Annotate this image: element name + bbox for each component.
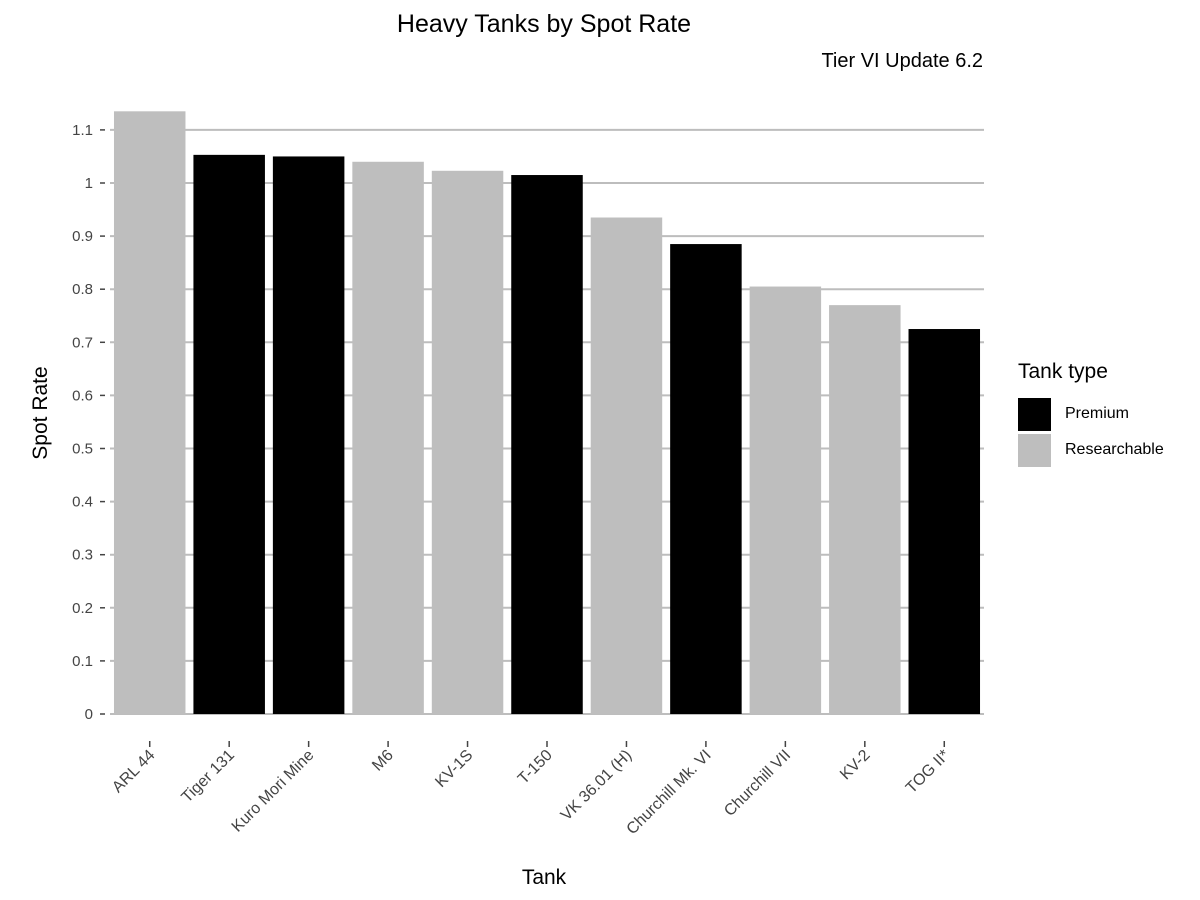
x-tick-label: Kuro Mori Mine: [229, 747, 318, 836]
y-tick-label: 0.5: [72, 441, 93, 458]
bar: [113, 111, 186, 714]
x-tick-label: Tiger 131: [179, 747, 238, 806]
bar: [193, 154, 265, 714]
x-tick-label: T-150: [515, 747, 556, 788]
y-tick-label: 0: [85, 706, 93, 723]
y-tick-label: 0.8: [72, 281, 93, 298]
bars: [113, 111, 981, 715]
bar: [511, 175, 583, 714]
x-tick-label: M6: [369, 747, 397, 775]
bar: [749, 286, 822, 714]
legend-item-premium: Premium: [1018, 396, 1164, 432]
y-tick-label: 0.4: [72, 494, 93, 511]
legend-label-premium: Premium: [1065, 405, 1130, 422]
chart-subtitle: Tier VI Update 6.2: [821, 50, 983, 72]
legend-title: Tank type: [1018, 360, 1108, 383]
legend-key-researchable: [1018, 433, 1051, 467]
y-tick-label: 0.3: [72, 547, 93, 564]
y-tick-label: 0.9: [72, 228, 93, 245]
bar: [590, 217, 663, 714]
x-tick-label: TOG II*: [903, 747, 953, 797]
bar: [670, 244, 742, 714]
y-tick-label: 0.6: [72, 387, 93, 404]
chart-title: Heavy Tanks by Spot Rate: [397, 10, 691, 38]
legend-item-researchable: Researchable: [1018, 432, 1164, 468]
x-tick-label: Churchill Mk. VI: [623, 747, 714, 838]
x-tick-label: Churchill VII: [721, 747, 794, 820]
y-tick-label: 0.2: [72, 600, 93, 617]
y-tick-label: 0.1: [72, 653, 93, 670]
y-tick-label: 0.7: [72, 334, 93, 351]
bar: [352, 161, 424, 714]
bar: [272, 156, 345, 714]
x-tick-label: ARL 44: [109, 747, 158, 796]
x-tick-label: VK 36.01 (H): [558, 747, 635, 824]
x-tick-label: KV-1S: [432, 747, 476, 791]
y-axis-ticks: 0 0.1 0.2 0.3 0.4 0.5 0.6 0.7 0.8 0.9 1 1.1: [72, 122, 105, 723]
bar: [908, 329, 981, 714]
x-axis-label: Tank: [522, 866, 567, 889]
y-tick-label: 1.1: [72, 122, 93, 139]
y-tick-label: 1: [85, 175, 93, 192]
legend-key-premium: [1018, 397, 1051, 431]
y-axis-label: Spot Rate: [29, 366, 52, 459]
bar: [829, 305, 901, 714]
legend: Tank type Premium Researchable: [1018, 360, 1164, 468]
legend-label-researchable: Researchable: [1065, 441, 1164, 458]
bar: [431, 170, 504, 715]
x-tick-label: KV-2: [837, 747, 874, 784]
